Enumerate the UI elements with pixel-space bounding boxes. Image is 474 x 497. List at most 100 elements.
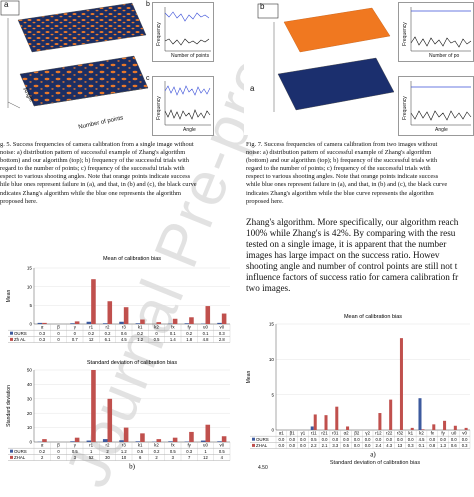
caption-line: noise: a) distribution pattern of succes… [0,149,232,157]
caption-line: espect to various shooting angles. Note … [0,173,232,181]
legend-label: OURS [256,437,269,442]
table-cell: 0.8 [429,443,435,448]
y-tick-label: 30 [27,396,33,401]
table-cell: 0 [155,331,158,336]
bar-zhal [173,438,178,442]
bar-zhal [206,425,211,442]
table-cell: 3 [74,455,77,460]
y-axis-label: Standard deviation [6,385,12,427]
table-cell: 0 [57,337,60,342]
panel-a-label: a [4,0,8,9]
body-line: tested on a single image, it is apparent… [246,239,474,250]
table-cell: 0.0 [354,443,360,448]
y-tick-label: 15 [27,266,33,271]
category-label: fx [171,443,175,448]
panel-c-xlabel: Angle [183,127,196,133]
category-label: β2 [354,431,360,436]
legend-label: ZHAL [256,443,268,448]
bar-zhal [432,424,435,430]
table-cell: 0.0 [365,437,371,442]
table-cell: 0.2 [105,331,111,336]
table-cell: 0.3 [39,331,45,336]
bar-zhal [189,432,194,442]
bar-zhal [443,421,446,430]
chart-right-std-ytick: 4.50 [258,465,268,471]
legend-swatch [252,444,255,447]
body-paragraph: Zhang's algorithm. More specifically, ou… [246,217,474,294]
legend-swatch [252,438,255,441]
category-label: k2 [154,325,159,330]
bar-zhal [42,439,47,442]
caption-line: Fig. 7. Success frequencies of camera ca… [246,141,474,149]
table-cell: 1.3 [440,443,446,448]
table-cell: 0.0 [343,437,349,442]
table-cell: 4.5 [419,437,425,442]
table-cell: 7 [188,455,191,460]
table-cell: 0.5 [72,449,78,454]
table-cell: 0.6 [121,331,127,336]
bar-zhal [189,317,194,324]
right-panel-b-ylabel: Frequency [402,22,408,46]
table-cell: 0.2 [137,331,143,336]
caption-line: proposed here. [246,198,474,206]
right-panel-b: Frequency Number of po [398,2,474,62]
category-label: β [57,443,60,448]
legend-swatch [10,338,13,341]
category-label: u0 [203,325,208,330]
category-label: v0 [220,325,225,330]
table-cell: 0.0 [408,437,414,442]
table-cell: 0.5 [154,337,160,342]
category-label: r1 [89,443,93,448]
category-label: β [57,325,60,330]
body-line: influence factors of success ratio for c… [246,272,474,283]
right-panel-c-xlabel: Angle [435,127,448,133]
category-label: γ [74,325,77,330]
y-tick-label: 10 [27,284,33,289]
category-label: k1 [138,443,143,448]
body-line: Zhang's algorithm. More specifically, ou… [246,217,474,228]
category-label: α1 [279,431,285,436]
caption-line: regard to the number of points; c) frequ… [0,165,232,173]
table-cell: 0.0 [397,437,403,442]
y-tick-label: 5 [271,392,274,397]
category-label: fy [187,325,191,330]
caption-line: (bottom) and our algorithm (top); b) fre… [246,157,474,165]
table-cell: 0.0 [300,437,306,442]
caption-line: regard to the number of points; c) frequ… [246,165,474,173]
chart-right-std: Standard deviation of calibration bias 4… [240,460,474,474]
bar-zhal [173,319,178,324]
bar-zhal [325,415,328,430]
sub-figure-label: a) [370,451,376,459]
bar-zhal [140,320,145,324]
bar-ours [418,398,421,430]
table-cell: 10 [121,455,126,460]
bar-zhal [206,306,211,324]
category-label: r32 [397,431,404,436]
y-tick-label: 5 [29,303,32,308]
bar-ours [311,426,314,430]
bar-zhal [91,370,96,442]
category-label: r2 [106,443,110,448]
category-label: fy [441,431,445,436]
y-tick-label: 40 [27,382,33,387]
table-cell: 1 [204,449,207,454]
category-label: r11 [311,431,318,436]
table-cell: 4.8 [203,337,209,342]
bar-zhal [378,413,381,430]
panel-b-xlabel: Number of points [171,53,209,59]
caption-line: indicates Zhang's algorithm while the bl… [246,190,474,198]
category-label: γ1 [301,431,306,436]
bar-zhal [222,436,227,442]
caption-line: bottom) and our algorithm (top); b) freq… [0,157,232,165]
y-tick-label: 0 [271,428,274,433]
table-cell: 0.7 [72,337,78,342]
y-tick-label: 50 [27,368,33,373]
bar-zhal [140,433,145,442]
table-cell: 13 [398,443,403,448]
y-tick-label: 0 [29,440,32,445]
category-label: k1 [138,325,143,330]
table-cell: 2.1 [322,443,328,448]
left-3d-plot [0,0,150,138]
